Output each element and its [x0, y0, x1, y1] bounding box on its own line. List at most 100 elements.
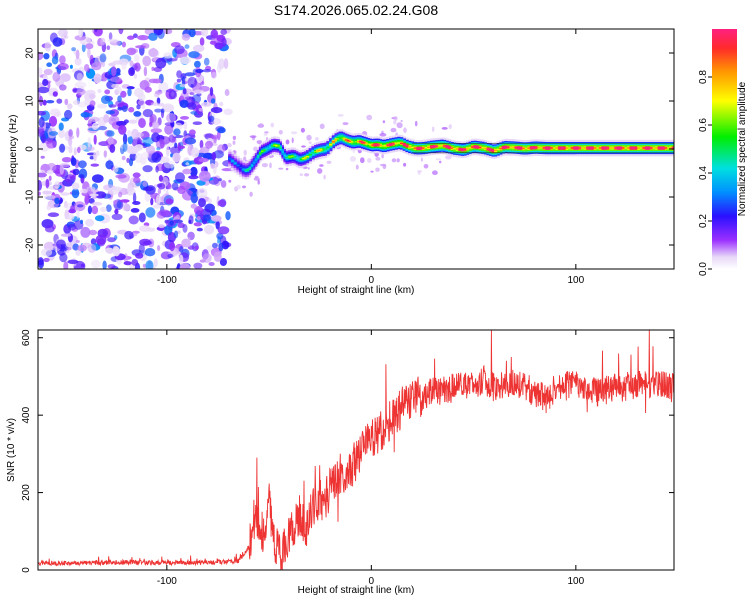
noise-speck	[67, 103, 73, 110]
noise-speck	[121, 105, 128, 112]
noise-speck	[142, 109, 154, 118]
noise-speck	[219, 258, 227, 266]
noise-speck	[390, 127, 397, 133]
noise-speck	[68, 145, 73, 154]
ridge-cell	[408, 146, 412, 148]
ridge-cell	[410, 146, 415, 149]
noise-speck	[45, 178, 50, 189]
noise-speck	[217, 127, 226, 134]
ridge-cell	[442, 145, 447, 147]
noise-speck	[128, 106, 135, 113]
noise-speck	[448, 124, 452, 130]
noise-speck	[100, 37, 106, 46]
ridge-cell	[642, 147, 646, 149]
noise-speck	[40, 155, 45, 159]
noise-speck	[142, 263, 147, 268]
ridge-cell	[644, 147, 649, 149]
noise-speck	[227, 143, 232, 148]
noise-speck	[120, 90, 127, 98]
noise-speck	[211, 134, 219, 139]
noise-speck	[193, 222, 202, 227]
noise-speck	[375, 167, 380, 172]
noise-speck	[80, 226, 91, 238]
noise-speck	[216, 232, 224, 240]
ridge-cell	[377, 144, 381, 146]
noise-speck	[173, 128, 181, 136]
ridge-cell	[478, 146, 482, 149]
noise-speck	[301, 145, 306, 148]
ridge-cell	[299, 158, 303, 160]
noise-speck	[199, 259, 206, 263]
noise-speck	[70, 205, 75, 213]
noise-speck	[445, 155, 452, 160]
noise-speck	[127, 35, 135, 40]
noise-speck	[431, 126, 435, 132]
noise-speck	[192, 44, 205, 53]
ridge-cell	[511, 146, 516, 149]
noise-speck	[48, 115, 58, 127]
noise-speck	[52, 71, 61, 82]
noise-speck	[91, 201, 103, 206]
noise-speck	[188, 51, 200, 58]
ridge-cell	[273, 144, 276, 146]
noise-speck	[210, 71, 217, 79]
noise-speck	[155, 165, 159, 173]
noise-speck	[74, 81, 87, 89]
noise-speck	[144, 248, 156, 257]
noise-speck	[326, 160, 332, 164]
ridge-cell	[650, 147, 654, 149]
y-tick-label: 200	[21, 484, 32, 501]
noise-speck	[148, 48, 159, 58]
noise-speck	[218, 58, 225, 70]
snr-y-ticks: 0 200 400 600	[21, 329, 674, 573]
ridge-cell	[295, 157, 299, 159]
noise-speck	[38, 51, 44, 61]
heatmap-y-ticks: -20 -10 0 10 20	[25, 47, 674, 252]
noise-speck	[144, 192, 151, 202]
noise-speck	[80, 112, 91, 118]
noise-speck	[317, 168, 323, 174]
noise-speck	[108, 32, 113, 41]
ridge-cell	[258, 152, 262, 155]
ridge-cell	[596, 147, 600, 149]
noise-speck	[103, 150, 108, 158]
noise-speck	[111, 83, 119, 89]
heatmap-ridge	[228, 129, 674, 180]
y-tick-label: -10	[25, 189, 36, 204]
noise-speck	[179, 83, 186, 88]
noise-speck	[190, 84, 194, 88]
noise-speck	[67, 259, 79, 264]
ridge-cell	[288, 156, 292, 158]
ridge-cell	[437, 145, 441, 147]
ridge-cell	[386, 144, 390, 146]
noise-speck	[87, 146, 95, 151]
x-tick-label: 100	[567, 275, 584, 286]
noise-speck	[126, 187, 134, 193]
ridge-cell	[463, 148, 467, 151]
x-tick-label: -100	[157, 576, 177, 587]
noise-speck	[59, 55, 66, 65]
noise-speck	[115, 174, 127, 179]
ridge-cell	[318, 149, 321, 151]
chart-title: S174.2026.065.02.24.G08	[274, 2, 438, 18]
snr-x-ticks: -100 0 100	[157, 330, 585, 587]
noise-speck	[143, 66, 148, 77]
ridge-cell	[639, 147, 643, 149]
noise-speck	[112, 246, 121, 257]
noise-speck	[46, 163, 57, 172]
noise-speck	[381, 153, 384, 159]
ridge-cell	[453, 148, 457, 150]
noise-speck	[151, 152, 162, 163]
noise-speck	[106, 130, 115, 137]
ridge-cell	[371, 144, 374, 146]
noise-speck	[68, 137, 73, 147]
noise-speck	[72, 168, 80, 176]
ridge-cell	[445, 146, 449, 148]
ridge-cell	[517, 147, 521, 149]
ridge-cell	[581, 147, 585, 149]
noise-speck	[133, 33, 138, 38]
ridge-cell	[471, 146, 475, 148]
noise-speck	[165, 198, 174, 205]
noise-speck	[249, 135, 257, 139]
y-tick-label: 10	[25, 95, 36, 107]
